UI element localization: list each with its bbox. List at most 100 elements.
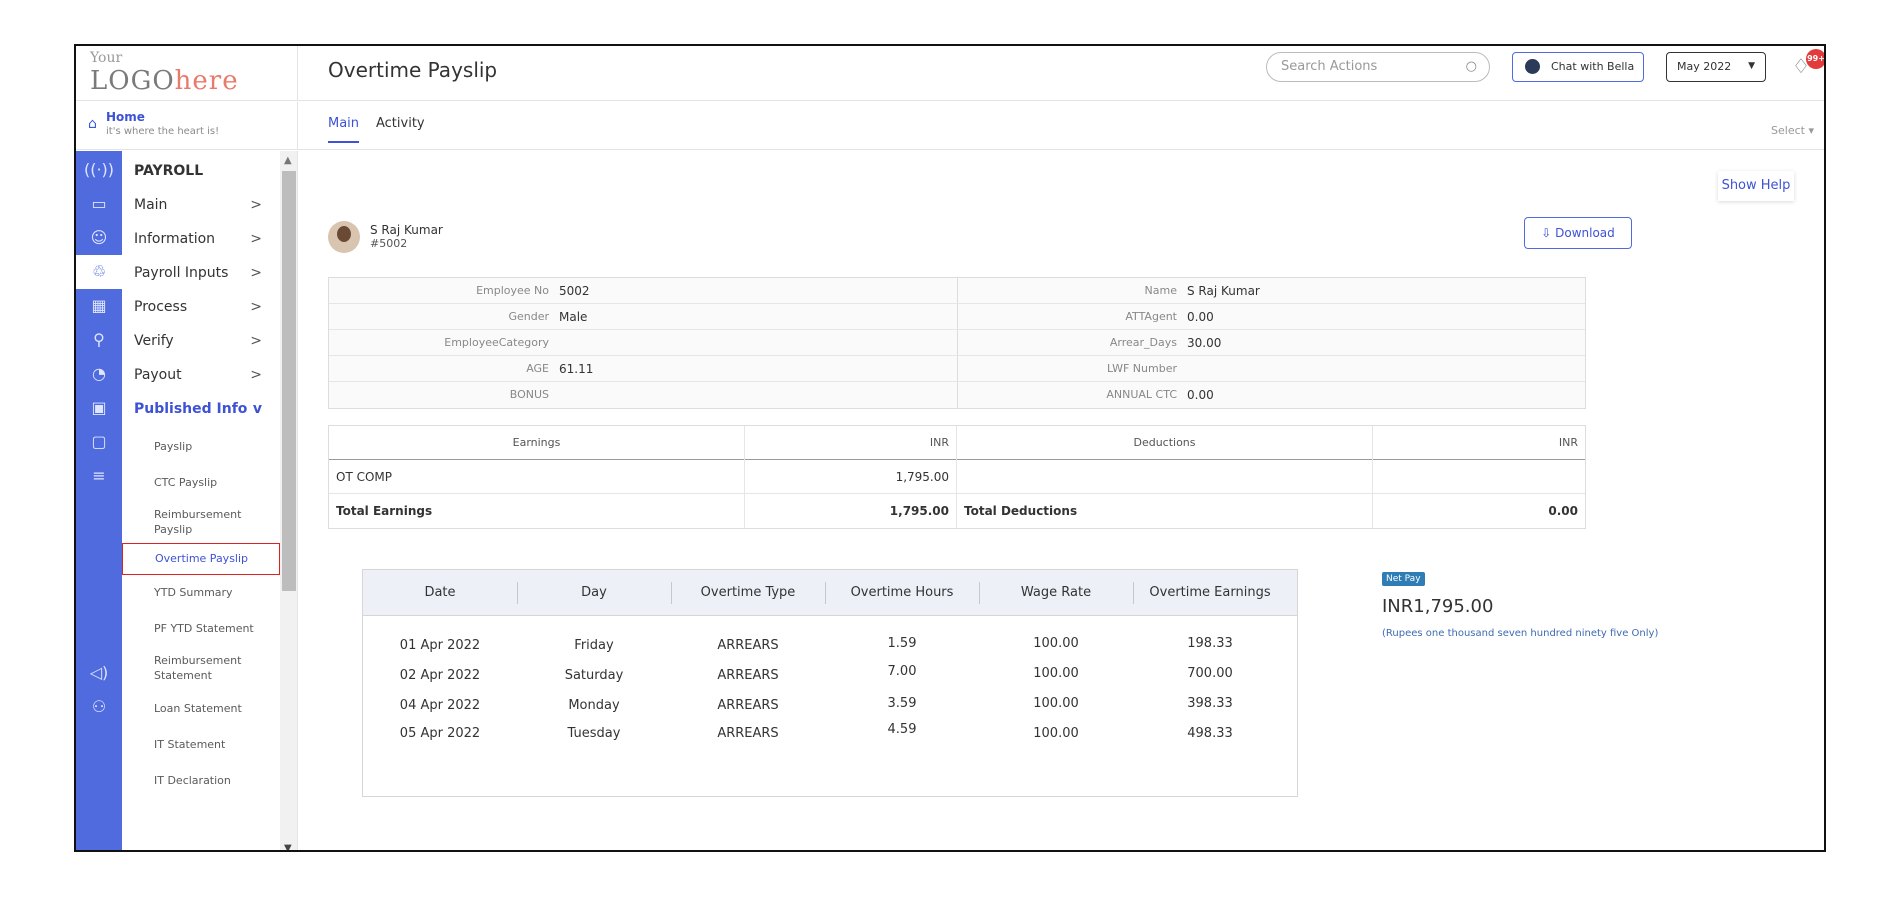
sidebar-subitem-ctc-payslip[interactable]: CTC Payslip: [154, 476, 218, 489]
logo-mark: LOGOhere: [90, 66, 239, 96]
speaker-icon[interactable]: ◁): [89, 663, 109, 682]
scroll-down-icon[interactable]: ▼: [284, 843, 292, 852]
sidebar-item-information[interactable]: Information >: [122, 219, 280, 259]
table-row: OT COMP 1,795.00: [329, 460, 1585, 494]
sidebar-subitem-it-statement[interactable]: IT Statement: [154, 738, 226, 751]
notification-badge: 99+: [1806, 49, 1824, 69]
clipboard-icon[interactable]: ▭: [91, 194, 107, 213]
header-divider: [825, 582, 826, 604]
sidebar-subitem-payslip[interactable]: Payslip: [154, 440, 193, 453]
overtime-cell-day: Friday: [574, 638, 614, 653]
payroll-hand-icon[interactable]: ♲: [76, 255, 122, 289]
overtime-cell-type: ARREARS: [717, 638, 779, 653]
chevron-right-icon: >: [250, 231, 262, 247]
bell-icon[interactable]: ♢: [1792, 54, 1810, 78]
page-title: Overtime Payslip: [328, 58, 498, 82]
sidebar-subitem-pf-ytd-statement[interactable]: PF YTD Statement: [154, 622, 254, 635]
overtime-cell-day: Saturday: [564, 668, 624, 683]
select-dropdown[interactable]: Select ▾: [1771, 124, 1814, 137]
total-earnings-label: Total Earnings: [329, 494, 745, 528]
sidebar-item-main[interactable]: Main >: [122, 185, 280, 225]
logo[interactable]: Your LOGOhere: [76, 46, 298, 101]
scrollbar-thumb[interactable]: [282, 171, 296, 591]
pie-chart-icon[interactable]: ◔: [92, 364, 106, 383]
show-help-button[interactable]: Show Help: [1718, 171, 1794, 201]
column-header: Deductions: [957, 426, 1373, 460]
info-value: 0.00: [1187, 310, 1214, 324]
sidebar-subitem-ytd-summary[interactable]: YTD Summary: [154, 586, 233, 599]
sidebar-item-verify[interactable]: Verify >: [122, 321, 280, 361]
tab-activity[interactable]: Activity: [376, 116, 425, 131]
overtime-cell-type: ARREARS: [717, 668, 779, 683]
info-row: Employee No 5002 Name S Raj Kumar: [329, 278, 1585, 304]
calendar-icon[interactable]: ▦: [91, 296, 107, 315]
home-link[interactable]: ⌂ Home it's where the heart is!: [76, 102, 298, 150]
search-input[interactable]: Search Actions ○: [1266, 52, 1490, 82]
scroll-up-icon[interactable]: ▲: [284, 155, 292, 166]
caret-down-icon: ▼: [1748, 61, 1755, 71]
table-total-row: Total Earnings 1,795.00 Total Deductions…: [329, 494, 1585, 528]
bella-avatar-icon: [1525, 59, 1540, 74]
sidebar-subitem-reimbursement-payslip[interactable]: Reimbursement Payslip: [154, 508, 242, 536]
route-icon[interactable]: ⚲: [93, 330, 105, 349]
column-header: INR: [745, 426, 957, 460]
sidebar-subitem-reimbursement-statement[interactable]: Reimbursement Statement: [154, 654, 242, 682]
wallet-icon[interactable]: ▣: [91, 398, 107, 417]
info-label: ANNUAL CTC: [1106, 388, 1177, 401]
chevron-right-icon: >: [250, 265, 262, 281]
info-value: 30.00: [1187, 336, 1222, 350]
month-select[interactable]: May 2022 ▼: [1666, 52, 1766, 82]
sidebar-item-published-info[interactable]: Published Info v: [122, 389, 280, 429]
sidebar-item-payout[interactable]: Payout >: [122, 355, 280, 395]
sidebar-scrollbar[interactable]: ▲ ▼: [280, 151, 298, 852]
sidebar-section-payroll: PAYROLL: [134, 163, 204, 179]
chat-with-bella-button[interactable]: Chat with Bella: [1512, 52, 1644, 82]
info-label: Name: [1144, 284, 1177, 297]
tab-main[interactable]: Main: [328, 116, 360, 143]
sidebar-item-process[interactable]: Process >: [122, 287, 280, 327]
home-subtitle: it's where the heart is!: [106, 126, 220, 137]
header-divider: [671, 582, 672, 604]
main-content: Show Help S Raj Kumar #5002 ⇩ Download E…: [298, 151, 1824, 850]
overtime-cell-hours: 4.59: [887, 722, 917, 737]
chat-button-label: Chat with Bella: [1551, 60, 1635, 73]
overtime-cell-hours: 1.59: [887, 636, 917, 651]
overtime-cell-rate: 100.00: [1033, 666, 1079, 681]
sidebar-subitem-overtime-payslip[interactable]: Overtime Payslip: [122, 543, 280, 575]
overtime-cell-rate: 100.00: [1033, 636, 1079, 651]
column-header: Overtime Earnings: [1149, 585, 1271, 600]
info-value: Male: [559, 310, 588, 324]
home-icon: ⌂: [88, 116, 97, 132]
info-label: LWF Number: [1106, 362, 1177, 375]
chevron-right-icon: >: [250, 367, 262, 383]
header-divider: [517, 582, 518, 604]
overtime-cell-type: ARREARS: [717, 698, 779, 713]
total-deductions-value: 0.00: [1548, 504, 1578, 518]
info-value: S Raj Kumar: [1187, 284, 1260, 298]
users-icon[interactable]: ☺: [90, 228, 108, 247]
overtime-cell-date: 04 Apr 2022: [399, 698, 481, 713]
monitor-icon[interactable]: ▢: [91, 432, 107, 451]
chevron-right-icon: >: [250, 333, 262, 349]
info-label: Arrear_Days: [1109, 336, 1177, 349]
download-button[interactable]: ⇩ Download: [1524, 217, 1632, 249]
profile-icon[interactable]: ⚇: [91, 697, 107, 716]
sidebar-subitem-it-declaration[interactable]: IT Declaration: [154, 774, 231, 787]
column-header: INR: [1558, 436, 1578, 449]
sidebar-subitem-loan-statement[interactable]: Loan Statement: [154, 702, 242, 715]
overtime-cell-earnings: 398.33: [1187, 696, 1233, 711]
top-header: Overtime Payslip Search Actions ○ Chat w…: [298, 46, 1824, 101]
column-header: Day: [581, 585, 607, 600]
column-header: Wage Rate: [1020, 585, 1092, 600]
column-header: Overtime Type: [700, 585, 796, 600]
month-value: May 2022: [1677, 60, 1732, 73]
column-header: Date: [424, 585, 456, 600]
info-row: Gender Male ATTAgent 0.00: [329, 304, 1585, 330]
broadcast-icon[interactable]: ((·)): [83, 160, 115, 179]
home-title: Home: [106, 110, 145, 124]
info-label: Gender: [508, 310, 549, 323]
overtime-table: Date Day Overtime Type Overtime Hours Wa…: [362, 569, 1298, 797]
sidebar-item-payroll-inputs[interactable]: Payroll Inputs >: [122, 253, 280, 293]
info-label: ATTAgent: [1125, 310, 1177, 323]
document-icon[interactable]: ≡: [92, 466, 106, 485]
